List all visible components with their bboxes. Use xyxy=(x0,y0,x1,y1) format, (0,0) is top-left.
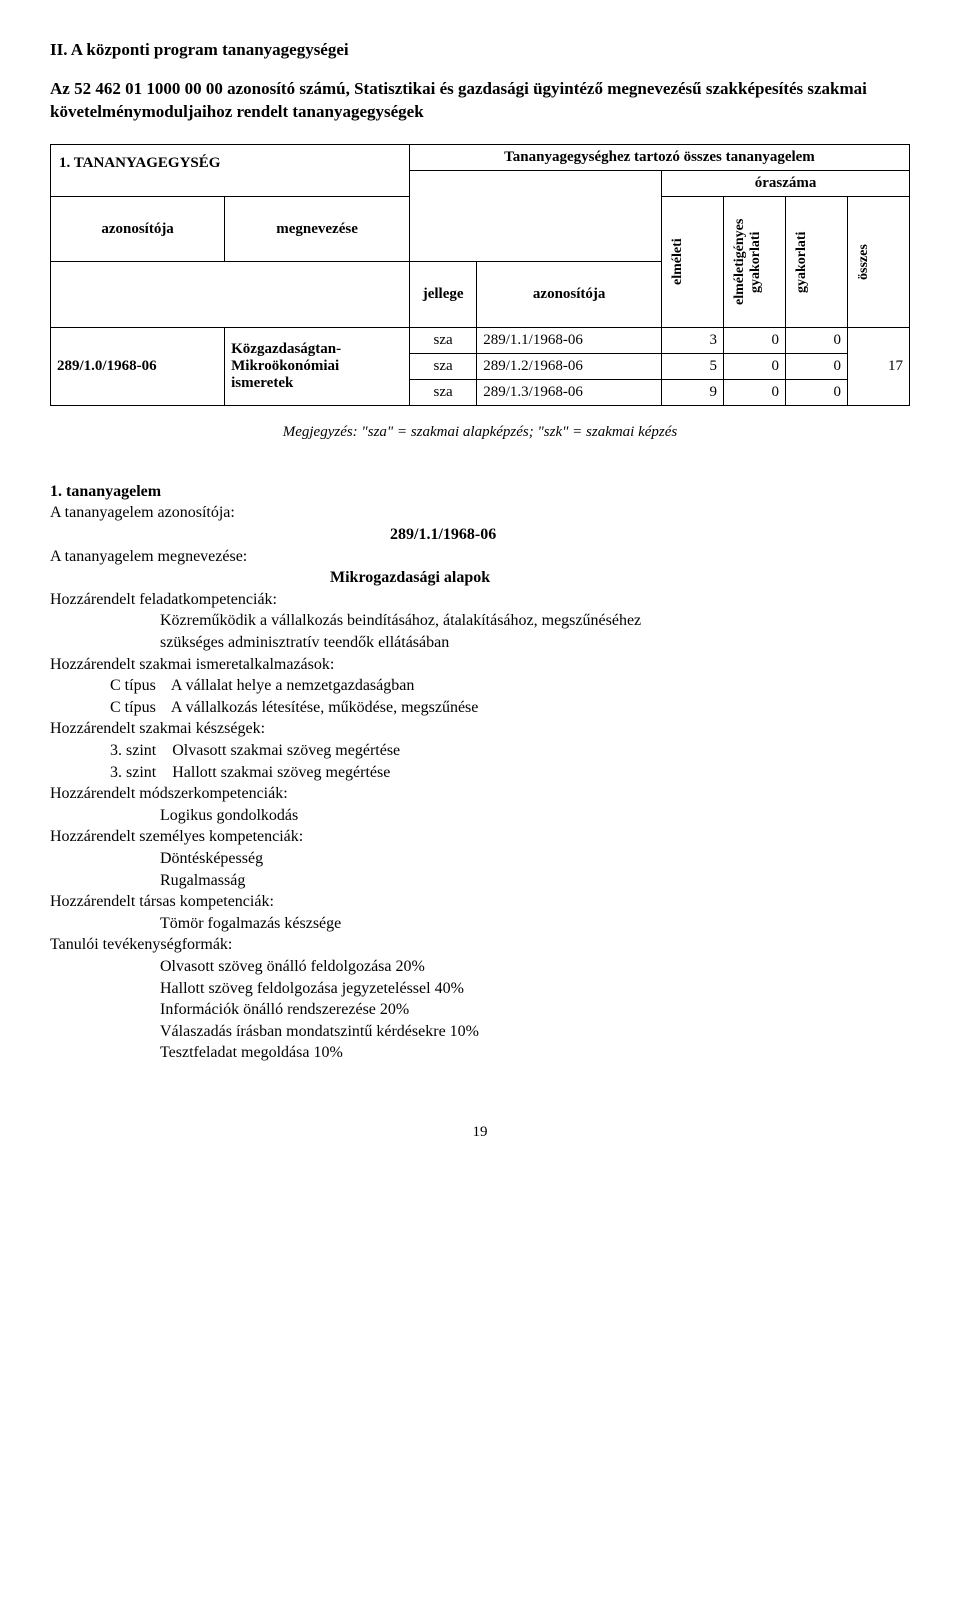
element-label: 1. tananyagelem xyxy=(50,481,910,503)
cell-e: 9 xyxy=(662,379,724,405)
list-item: Tesztfeladat megoldása 10% xyxy=(160,1042,910,1064)
cell-eg: 0 xyxy=(724,353,786,379)
item-type: C típus xyxy=(110,677,156,694)
ismeret-label: Hozzárendelt szakmai ismeretalkalmazások… xyxy=(50,654,910,676)
azon-value: 289/1.1/1968-06 xyxy=(390,524,910,546)
col-elmeletigenyes: elméletigényes gyakorlati xyxy=(730,201,766,323)
cell-g: 0 xyxy=(786,353,848,379)
cell-eg: 0 xyxy=(724,379,786,405)
item-type: 3. szint xyxy=(110,764,156,781)
cell-jellege: sza xyxy=(409,379,476,405)
item-text: A vállalkozás létesítése, működése, megs… xyxy=(171,699,478,716)
item-text: Olvasott szakmai szöveg megértése xyxy=(172,742,400,759)
cell-osszes: 17 xyxy=(847,327,909,405)
unit-table: 1. TANANYAGEGYSÉG Tananyagegységhez tart… xyxy=(50,144,910,406)
list-item: C típus A vállalkozás létesítése, működé… xyxy=(110,697,910,719)
unit-heading: 1. TANANYAGEGYSÉG xyxy=(51,144,410,196)
col-osszes: összes xyxy=(854,201,874,323)
modszer-label: Hozzárendelt módszerkompetenciák: xyxy=(50,783,910,805)
cell-g: 0 xyxy=(786,379,848,405)
cell-eg: 0 xyxy=(724,327,786,353)
keszseg-label: Hozzárendelt szakmai készségek: xyxy=(50,718,910,740)
cell-azon: 289/1.3/1968-06 xyxy=(477,379,662,405)
row-megn: Közgazdaságtan- Mikroökonómiai ismeretek xyxy=(225,327,410,405)
azon-label: A tananyagelem azonosítója: xyxy=(50,502,910,524)
feladat-text: Közreműködik a vállalkozás beindításához… xyxy=(160,610,910,632)
list-item: Válaszadás írásban mondatszintű kérdések… xyxy=(160,1021,910,1043)
list-item: Hallott szöveg feldolgozása jegyzeteléss… xyxy=(160,978,910,1000)
page-number: 19 xyxy=(50,1124,910,1141)
section-intro: Az 52 462 01 1000 00 00 azonosító számú,… xyxy=(50,78,910,124)
tevekenyseg-label: Tanulói tevékenységformák: xyxy=(50,934,910,956)
item-type: C típus xyxy=(110,699,156,716)
cell-e: 5 xyxy=(662,353,724,379)
list-item: Információk önálló rendszerezése 20% xyxy=(160,999,910,1021)
row-azon: 289/1.0/1968-06 xyxy=(51,327,225,405)
cell-g: 0 xyxy=(786,327,848,353)
tarsas-label: Hozzárendelt társas kompetenciák: xyxy=(50,891,910,913)
modszer-text: Logikus gondolkodás xyxy=(160,805,910,827)
col-azonositoja: azonosítója xyxy=(51,196,225,262)
megn-label: A tananyagelem megnevezése: xyxy=(50,546,910,568)
cell-azon: 289/1.2/1968-06 xyxy=(477,353,662,379)
cell-e: 3 xyxy=(662,327,724,353)
cell-azon: 289/1.1/1968-06 xyxy=(477,327,662,353)
list-item: 3. szint Olvasott szakmai szöveg megérté… xyxy=(110,740,910,762)
cell-jellege: sza xyxy=(409,327,476,353)
list-item: 3. szint Hallott szakmai szöveg megértés… xyxy=(110,762,910,784)
megn-value: Mikrogazdasági alapok xyxy=(330,567,910,589)
tarsas-text: Tömör fogalmazás készsége xyxy=(160,913,910,935)
col-jellege: jellege xyxy=(409,262,476,328)
group-heading: Tananyagegységhez tartozó összes tananya… xyxy=(409,144,909,170)
feladat-label: Hozzárendelt feladatkompetenciák: xyxy=(50,589,910,611)
list-item: Olvasott szöveg önálló feldolgozása 20% xyxy=(160,956,910,978)
szemelyes-label: Hozzárendelt személyes kompetenciák: xyxy=(50,826,910,848)
item-text: A vállalat helye a nemzetgazdaságban xyxy=(171,677,414,694)
table-row: 289/1.0/1968-06 Közgazdaságtan- Mikroöko… xyxy=(51,327,910,353)
col-gyakorlati: gyakorlati xyxy=(792,201,812,323)
list-item: Döntésképesség xyxy=(160,848,910,870)
feladat-text: szükséges adminisztratív teendők ellátás… xyxy=(160,632,910,654)
item-text: Hallott szakmai szöveg megértése xyxy=(172,764,390,781)
col-megnevezese: megnevezése xyxy=(225,196,410,262)
cell-jellege: sza xyxy=(409,353,476,379)
table-note: Megjegyzés: "sza" = szakmai alapképzés; … xyxy=(50,424,910,441)
col-elmeleti: elméleti xyxy=(668,201,688,323)
list-item: C típus A vállalat helye a nemzetgazdasá… xyxy=(110,675,910,697)
element-block: 1. tananyagelem A tananyagelem azonosító… xyxy=(50,481,910,1064)
item-type: 3. szint xyxy=(110,742,156,759)
orszama-heading: óraszáma xyxy=(662,170,910,196)
col-azonositoja2: azonosítója xyxy=(477,262,662,328)
list-item: Rugalmasság xyxy=(160,870,910,892)
section-title: II. A központi program tananyagegységei xyxy=(50,40,910,60)
